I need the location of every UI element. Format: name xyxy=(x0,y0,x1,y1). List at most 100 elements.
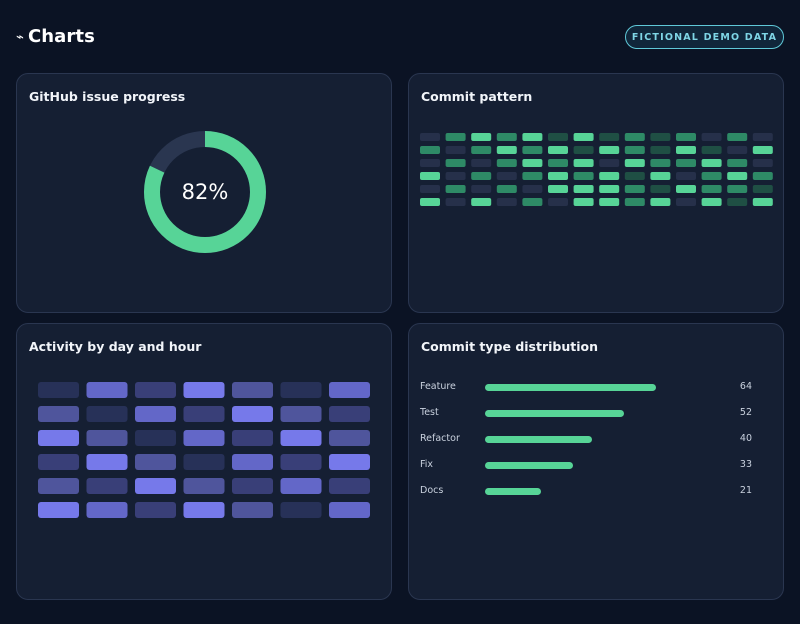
commit-cell xyxy=(727,172,748,180)
commit-cell xyxy=(676,159,696,167)
commit-cell xyxy=(599,146,620,154)
bar-value: 52 xyxy=(739,407,752,418)
activity-cell xyxy=(183,454,225,470)
activity-cell xyxy=(329,406,370,422)
bar xyxy=(485,436,592,443)
activity-cell xyxy=(183,502,225,518)
bar-label: Refactor xyxy=(420,433,460,444)
activity-cell xyxy=(280,478,322,494)
card-title: Activity by day and hour xyxy=(29,339,202,354)
activity-cell xyxy=(86,430,128,446)
activity-cell xyxy=(329,382,370,398)
commit-cell xyxy=(548,159,568,167)
commit-cell xyxy=(701,198,722,206)
activity-cell xyxy=(232,454,273,470)
commit-cell xyxy=(752,133,773,141)
commit-cell xyxy=(573,159,594,167)
bar-value: 21 xyxy=(739,485,752,496)
commit-cell xyxy=(522,185,543,193)
commit-cell xyxy=(599,198,620,206)
bar-track xyxy=(485,462,725,469)
activity-card: Activity by day and hour xyxy=(16,323,392,600)
commit-cell xyxy=(522,172,543,180)
commit-heatmap xyxy=(420,133,773,206)
activity-cell xyxy=(280,382,322,398)
activity-cell xyxy=(183,382,225,398)
bar-value: 40 xyxy=(739,433,752,444)
commit-cell xyxy=(624,133,645,141)
commit-cell xyxy=(727,159,748,167)
commit-cell xyxy=(573,146,594,154)
commit-cell xyxy=(650,198,671,206)
bolt-icon: ⌁ xyxy=(16,30,24,45)
activity-cell xyxy=(135,454,176,470)
activity-cell xyxy=(86,382,128,398)
commit-cell xyxy=(445,185,466,193)
commit-cell xyxy=(701,172,722,180)
commit-cell xyxy=(701,159,722,167)
commit-cell xyxy=(650,146,671,154)
commit-cell xyxy=(445,159,466,167)
bar xyxy=(485,462,573,469)
commit-cell xyxy=(701,133,722,141)
activity-cell xyxy=(280,502,322,518)
bar-track xyxy=(485,410,725,417)
activity-cell xyxy=(135,382,176,398)
commit-cell xyxy=(752,185,773,193)
commit-cell xyxy=(573,133,594,141)
commit-types-card: Commit type distribution Feature 64 Test 52… xyxy=(408,323,784,600)
bar-row: Fix 33 xyxy=(420,459,774,485)
activity-cell xyxy=(329,502,370,518)
commit-cell xyxy=(599,185,620,193)
commit-cell xyxy=(548,198,568,206)
activity-cell xyxy=(329,454,370,470)
activity-cell xyxy=(135,430,176,446)
activity-cell xyxy=(232,478,273,494)
activity-cell xyxy=(86,502,128,518)
commit-cell xyxy=(676,198,696,206)
card-title: Commit pattern xyxy=(421,89,533,104)
commit-cell xyxy=(676,172,696,180)
activity-cell xyxy=(38,454,79,470)
commit-cell xyxy=(573,172,594,180)
activity-cell xyxy=(86,406,128,422)
commit-cell xyxy=(471,185,492,193)
commit-cell xyxy=(471,146,492,154)
commit-cell xyxy=(676,146,696,154)
card-title: Commit type distribution xyxy=(421,339,599,354)
bar-label: Docs xyxy=(420,485,444,496)
commit-cell xyxy=(701,185,722,193)
bar-label: Feature xyxy=(420,381,456,392)
commit-cell xyxy=(573,198,594,206)
commit-cell xyxy=(624,172,645,180)
commit-cell xyxy=(752,172,773,180)
commit-cell xyxy=(701,146,722,154)
activity-cell xyxy=(232,382,273,398)
commit-cell xyxy=(548,146,568,154)
commit-cell xyxy=(445,146,466,154)
commit-pattern-card: Commit pattern xyxy=(408,73,784,313)
issue-progress-card: GitHub issue progress 82% xyxy=(16,73,392,313)
commit-cell xyxy=(420,146,440,154)
commit-cell xyxy=(496,172,517,180)
commit-cell xyxy=(727,198,748,206)
commit-cell xyxy=(522,159,543,167)
commit-cell xyxy=(624,198,645,206)
commit-cell xyxy=(496,198,517,206)
bar-row: Refactor 40 xyxy=(420,433,774,459)
bar-row: Test 52 xyxy=(420,407,774,433)
activity-cell xyxy=(38,382,79,398)
demo-data-badge: FICTIONAL DEMO DATA xyxy=(625,25,784,49)
bar-label: Fix xyxy=(420,459,434,470)
commit-cell xyxy=(599,133,620,141)
commit-cell xyxy=(420,172,440,180)
commit-cell xyxy=(496,159,517,167)
commit-cell xyxy=(650,159,671,167)
bar-value: 33 xyxy=(739,459,752,470)
commit-type-bars: Feature 64 Test 52 Refactor 40 Fix 33 Docs 21 xyxy=(420,381,774,511)
commit-cell xyxy=(420,198,440,206)
bar xyxy=(485,384,656,391)
activity-cell xyxy=(135,502,176,518)
activity-cell xyxy=(232,406,273,422)
commit-cell xyxy=(471,133,492,141)
